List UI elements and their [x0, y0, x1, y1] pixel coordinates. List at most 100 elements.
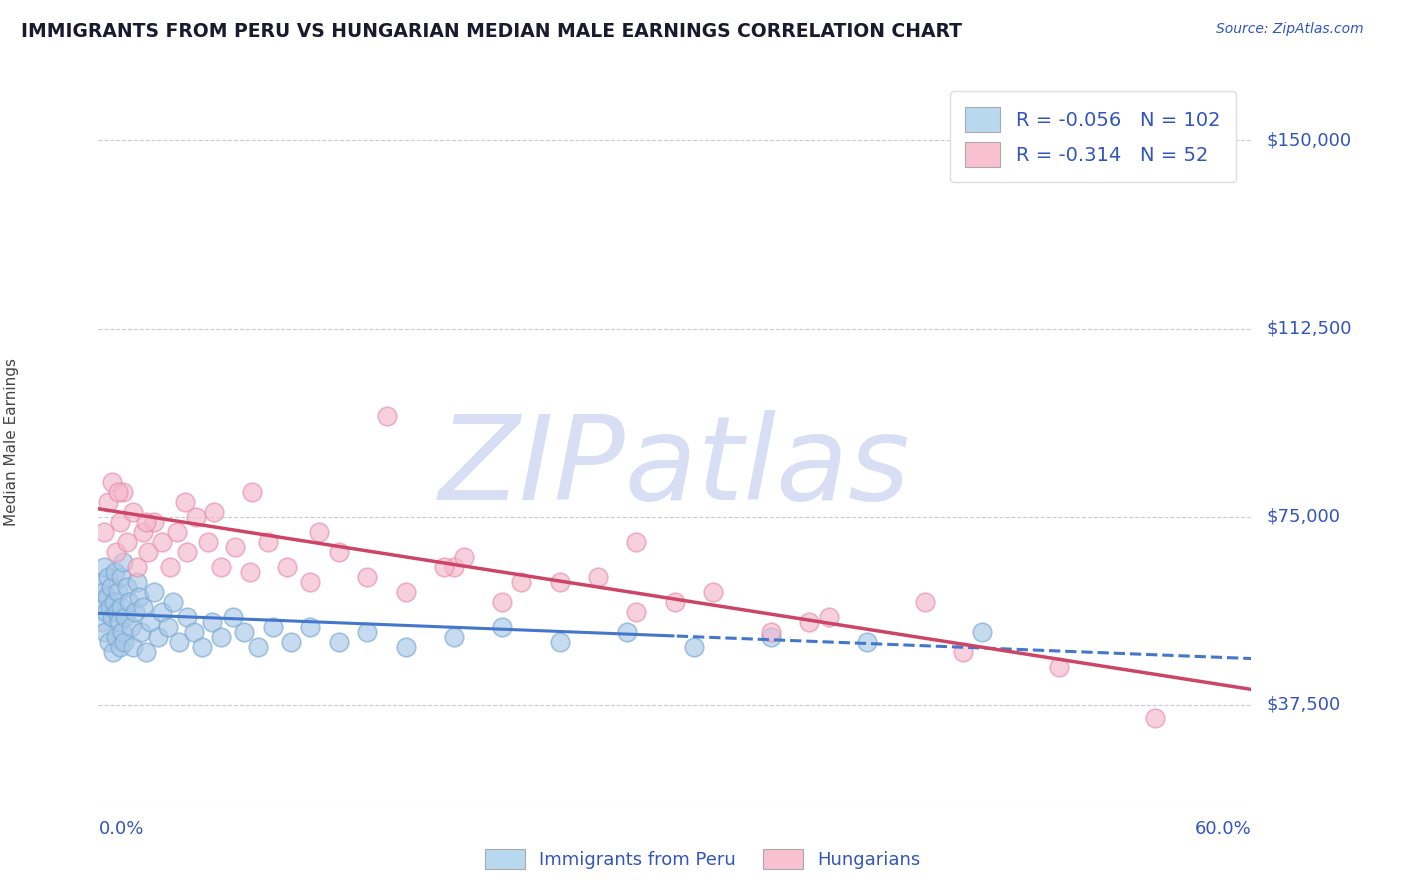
Point	[166, 524, 188, 539]
Point	[375, 409, 398, 424]
Text: $75,000: $75,000	[1267, 508, 1341, 525]
Point	[128, 590, 150, 604]
Text: $150,000: $150,000	[1267, 131, 1351, 150]
Point	[150, 534, 173, 549]
Point	[131, 524, 153, 539]
Point	[308, 524, 330, 539]
Point	[114, 610, 136, 624]
Point	[162, 595, 184, 609]
Point	[626, 605, 648, 619]
Point	[107, 615, 129, 630]
Point	[93, 524, 115, 539]
Point	[191, 640, 214, 655]
Point	[972, 625, 994, 640]
Point	[276, 560, 298, 574]
Point	[443, 560, 465, 574]
Point	[117, 580, 139, 594]
Point	[240, 484, 263, 499]
Point	[146, 630, 169, 644]
Point	[131, 600, 153, 615]
Point	[143, 585, 166, 599]
Point	[100, 580, 122, 594]
Point	[298, 574, 321, 589]
Point	[108, 640, 131, 655]
Point	[120, 620, 142, 634]
Point	[616, 625, 638, 640]
Point	[122, 505, 145, 519]
Point	[224, 540, 246, 554]
Point	[280, 635, 302, 649]
Point	[491, 595, 513, 609]
Point	[664, 595, 686, 609]
Point	[197, 534, 219, 549]
Point	[491, 620, 513, 634]
Point	[262, 620, 284, 634]
Point	[453, 549, 475, 564]
Point	[104, 545, 127, 559]
Point	[159, 560, 181, 574]
Point	[174, 494, 197, 508]
Point	[104, 630, 127, 644]
Point	[97, 494, 120, 508]
Point	[176, 610, 198, 624]
Text: 60.0%: 60.0%	[1195, 821, 1251, 838]
Point	[108, 515, 131, 529]
Point	[328, 545, 350, 559]
Point	[94, 625, 117, 640]
Point	[209, 560, 232, 574]
Point	[759, 625, 782, 640]
Point	[298, 620, 321, 634]
Point	[112, 555, 135, 569]
Point	[156, 620, 179, 634]
Point	[89, 574, 111, 589]
Point	[103, 595, 125, 609]
Point	[510, 574, 533, 589]
Point	[101, 475, 124, 489]
Point	[150, 605, 173, 619]
Point	[124, 605, 146, 619]
Point	[702, 585, 724, 599]
Legend: R = -0.056   N = 102, R = -0.314   N = 52: R = -0.056 N = 102, R = -0.314 N = 52	[949, 92, 1236, 182]
Text: $112,500: $112,500	[1267, 319, 1353, 338]
Point	[443, 630, 465, 644]
Text: 0.0%: 0.0%	[98, 821, 143, 838]
Point	[125, 560, 148, 574]
Point	[122, 640, 145, 655]
Point	[186, 509, 208, 524]
Point	[183, 625, 205, 640]
Point	[233, 625, 256, 640]
Point	[104, 565, 127, 579]
Text: Median Male Earnings: Median Male Earnings	[4, 358, 20, 525]
Point	[759, 630, 782, 644]
Text: IMMIGRANTS FROM PERU VS HUNGARIAN MEDIAN MALE EARNINGS CORRELATION CHART: IMMIGRANTS FROM PERU VS HUNGARIAN MEDIAN…	[21, 22, 962, 41]
Point	[101, 645, 124, 659]
Point	[799, 615, 821, 630]
Legend: Immigrants from Peru, Hungarians: Immigrants from Peru, Hungarians	[477, 839, 929, 879]
Point	[112, 635, 135, 649]
Point	[90, 595, 112, 609]
Text: ZIPatlas: ZIPatlas	[439, 409, 911, 524]
Point	[683, 640, 706, 655]
Point	[111, 625, 134, 640]
Point	[91, 585, 114, 599]
Point	[138, 545, 160, 559]
Point	[548, 574, 571, 589]
Point	[356, 570, 378, 584]
Point	[548, 635, 571, 649]
Point	[914, 595, 936, 609]
Point	[101, 610, 124, 624]
Point	[433, 560, 456, 574]
Point	[143, 515, 166, 529]
Point	[129, 625, 152, 640]
Point	[176, 545, 198, 559]
Point	[91, 615, 114, 630]
Point	[1047, 660, 1070, 674]
Point	[201, 615, 224, 630]
Point	[107, 585, 129, 599]
Point	[93, 560, 115, 574]
Point	[395, 640, 418, 655]
Point	[586, 570, 609, 584]
Point	[125, 574, 148, 589]
Point	[135, 645, 157, 659]
Point	[209, 630, 232, 644]
